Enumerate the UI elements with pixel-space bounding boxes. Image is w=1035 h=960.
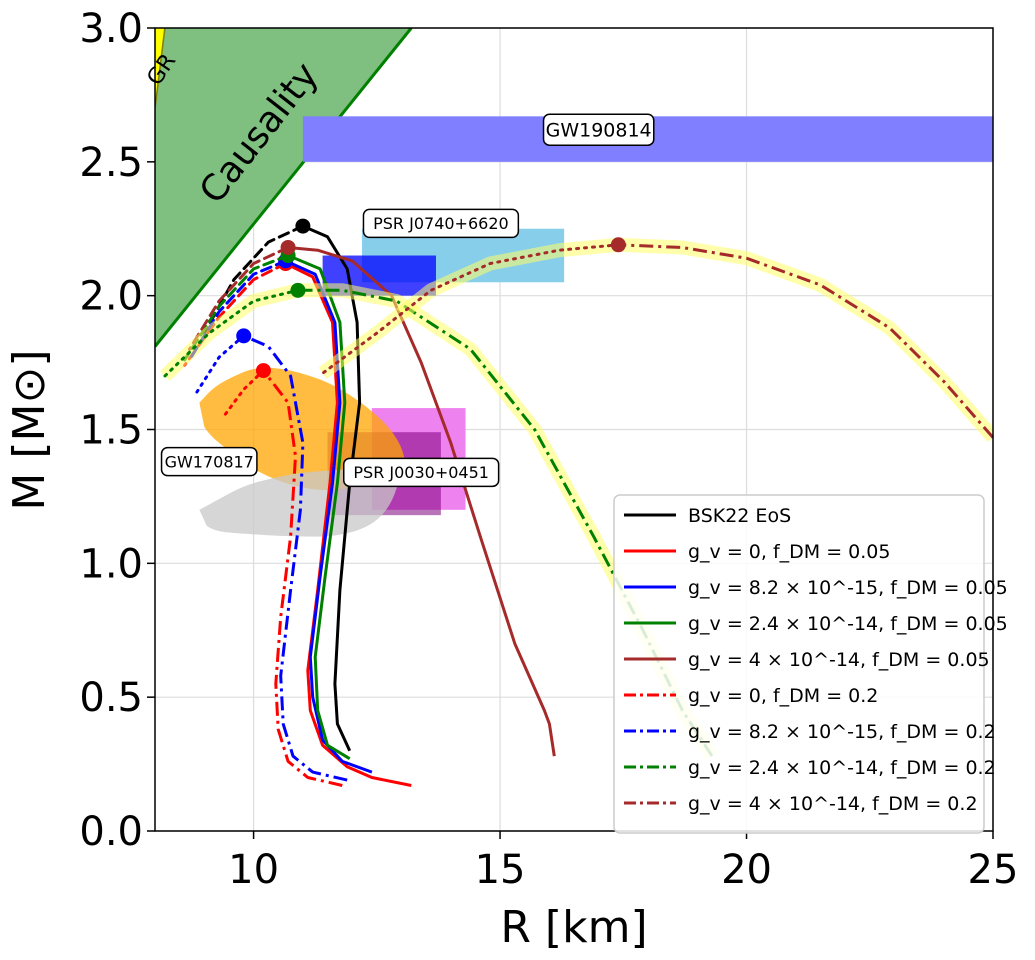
y-tick-label: 3.0 (79, 6, 143, 52)
series-6-stable (243, 334, 348, 782)
series-6-unstable (195, 334, 246, 394)
label-gw170817-box (160, 446, 258, 477)
causality-edge (155, 28, 413, 348)
label-psr-j0740-6620: PSR J0740+6620 (373, 214, 509, 233)
axis-ticks: 10 15 20 25 0.0 0.5 1.0 1.5 2.0 2.5 3.0 (79, 6, 1018, 893)
series-7-unstable (163, 288, 300, 378)
x-tick-label: 25 (968, 847, 1019, 893)
y-tick-label: 2.0 (79, 274, 143, 320)
y-tick-label: 1.0 (79, 541, 143, 587)
label-psr-j0030-0451-box (342, 457, 500, 488)
series-6-max-mass-point (236, 328, 252, 344)
series-7-max-mass-point (290, 282, 306, 298)
y-tick-label: 1.5 (79, 408, 143, 454)
series-5-unstable (222, 369, 265, 418)
series-5-max-mass-point (255, 363, 271, 379)
y-tick-label: 2.5 (79, 140, 143, 186)
series-8-max-mass-point (610, 237, 626, 253)
series-8-stable (618, 243, 993, 439)
legend-label: g_v = 2.4 × 10^-14, f_DM = 0.05 (688, 613, 1008, 635)
label-psr-j0030-0451: PSR J0030+0451 (353, 463, 489, 482)
legend-label: g_v = 4 × 10^-14, f_DM = 0.05 (688, 649, 990, 671)
series-0-stable (302, 224, 362, 752)
x-tick-label: 20 (721, 847, 772, 893)
y-tick-label: 0.0 (79, 809, 143, 855)
series-4-max-mass-point (280, 239, 296, 255)
legend-label: g_v = 8.2 × 10^-15, f_DM = 0.05 (688, 577, 1008, 599)
legend-label: g_v = 2.4 × 10^-14, f_DM = 0.2 (688, 757, 996, 779)
series-0-max-mass-point (295, 218, 311, 234)
legend-label: g_v = 0, f_DM = 0.05 (688, 541, 891, 563)
legend-frame (613, 494, 985, 834)
x-tick-label: 15 (475, 847, 526, 893)
legend-label: g_v = 8.2 × 10^-15, f_DM = 0.2 (688, 721, 996, 743)
label-psr-j0740-6620-box (362, 208, 520, 239)
series-8-unstable (321, 243, 620, 375)
series-curves (160, 218, 993, 787)
y-tick-label: 0.5 (79, 675, 143, 721)
label-gw190814: GW190814 (546, 120, 652, 142)
label-gw190814-box (542, 113, 655, 146)
legend: BSK22 EoS g_v = 0, f_DM = 0.05 g_v = 8.2 ×… (613, 494, 1008, 834)
series-4-unstable (188, 246, 290, 351)
legend-label: BSK22 EoS (688, 505, 791, 527)
legend-label: g_v = 4 × 10^-14, f_DM = 0.2 (688, 793, 978, 815)
y-axis-label: M [M⊙] (4, 349, 55, 510)
gr-edge (155, 28, 166, 109)
series-5-stable (262, 369, 343, 787)
series-8-glow (618, 237, 993, 443)
legend-label: g_v = 0, f_DM = 0.2 (688, 685, 878, 707)
series-4-stable (287, 246, 556, 757)
x-axis-label: R [km] (500, 902, 647, 953)
label-gw170817: GW170817 (165, 452, 254, 471)
x-tick-label: 10 (228, 847, 279, 893)
